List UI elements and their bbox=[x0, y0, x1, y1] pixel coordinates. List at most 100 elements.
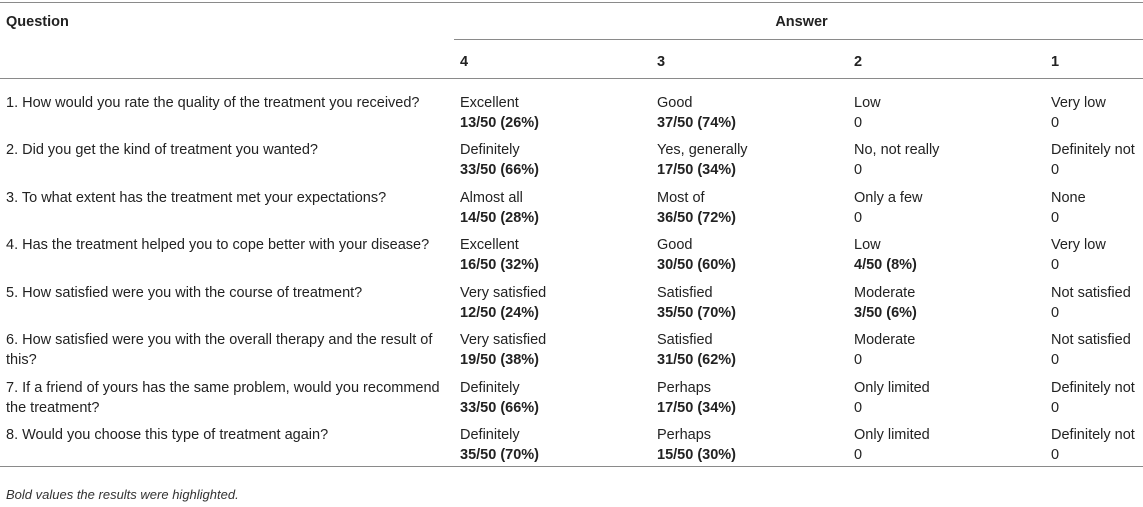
answer-count: 0 bbox=[1051, 399, 1060, 416]
answer-label: Most of bbox=[657, 189, 705, 206]
answer-label: Yes, generally bbox=[657, 142, 748, 158]
answer-count: 0 bbox=[854, 447, 863, 463]
answer-cell: Definitely 33/50 (66%) bbox=[454, 133, 651, 181]
answer-label: No, not really bbox=[854, 142, 940, 158]
score-header-4: 4 bbox=[454, 39, 651, 79]
answer-count: 3/50 (6%) bbox=[854, 304, 917, 321]
answer-cell: Not satisfied 0 bbox=[1045, 323, 1143, 371]
score-header-3: 3 bbox=[651, 39, 848, 79]
answer-count: 0 bbox=[854, 352, 863, 368]
answer-count: 33/50 (66%) bbox=[460, 399, 539, 416]
answer-label: Definitely bbox=[460, 427, 520, 443]
answer-cell: Only a few 0 bbox=[848, 181, 1045, 229]
answer-cell: Perhaps 15/50 (30%) bbox=[651, 418, 848, 466]
answer-label: Moderate bbox=[854, 284, 916, 301]
answer-label: Excellent bbox=[460, 237, 519, 253]
table-row: 6. How satisfied were you with the overa… bbox=[0, 323, 1143, 371]
answer-count: 30/50 (60%) bbox=[657, 257, 736, 273]
question-cell: 8. Would you choose this type of treatme… bbox=[6, 427, 329, 443]
score-header-1: 1 bbox=[1045, 39, 1143, 79]
answer-label: Satisfied bbox=[657, 332, 713, 348]
answer-cell: Very low 0 bbox=[1045, 79, 1143, 134]
answer-cell: Only limited 0 bbox=[848, 371, 1045, 419]
answer-count: 0 bbox=[1051, 352, 1060, 368]
answer-label: Perhaps bbox=[657, 427, 712, 443]
answer-count: 37/50 (74%) bbox=[657, 115, 736, 131]
answer-label: Very satisfied bbox=[460, 284, 547, 301]
answer-label: Good bbox=[657, 95, 693, 111]
answer-count: 31/50 (62%) bbox=[657, 352, 736, 368]
answer-count: 36/50 (72%) bbox=[657, 209, 736, 226]
answer-count: 33/50 (66%) bbox=[460, 162, 539, 178]
question-cell: 3. To what extent has the treatment met … bbox=[6, 189, 387, 206]
answer-label: Definitely bbox=[460, 379, 520, 396]
answer-cell: Excellent 16/50 (32%) bbox=[454, 228, 651, 276]
answer-cell: Not satisfied 0 bbox=[1045, 276, 1143, 324]
question-cell: 1. How would you rate the quality of the… bbox=[6, 95, 420, 111]
answer-label: Very low bbox=[1051, 95, 1106, 111]
answer-cell: Definitely not 0 bbox=[1045, 418, 1143, 466]
answer-count: 0 bbox=[854, 209, 863, 226]
answer-cell: Moderate 0 bbox=[848, 323, 1045, 371]
question-cell: 6. How satisfied were you with the overa… bbox=[6, 332, 433, 368]
answer-count: 17/50 (34%) bbox=[657, 162, 736, 178]
answer-label: Definitely not bbox=[1051, 379, 1135, 396]
table-footnote: Bold values the results were highlighted… bbox=[6, 487, 239, 502]
answer-count: 0 bbox=[1051, 115, 1060, 131]
answer-cell: Definitely not 0 bbox=[1045, 133, 1143, 181]
score-header-row: 4 3 2 1 bbox=[0, 39, 1143, 79]
answer-header: Answer bbox=[775, 14, 828, 30]
answer-cell: Satisfied 31/50 (62%) bbox=[651, 323, 848, 371]
answer-label: Excellent bbox=[460, 95, 519, 111]
answer-cell: Only limited 0 bbox=[848, 418, 1045, 466]
answer-cell: Definitely 35/50 (70%) bbox=[454, 418, 651, 466]
table-row: 4. Has the treatment helped you to cope … bbox=[0, 228, 1143, 276]
table-row: 8. Would you choose this type of treatme… bbox=[0, 418, 1143, 466]
answer-label: Good bbox=[657, 237, 693, 253]
answer-count: 35/50 (70%) bbox=[657, 304, 736, 321]
answer-label: Moderate bbox=[854, 332, 916, 348]
answer-count: 15/50 (30%) bbox=[657, 447, 736, 463]
answer-cell: No, not really 0 bbox=[848, 133, 1045, 181]
answer-label: Almost all bbox=[460, 189, 523, 206]
answer-label: Satisfied bbox=[657, 284, 713, 301]
table-row: 5. How satisfied were you with the cours… bbox=[0, 276, 1143, 324]
table-row: 7. If a friend of yours has the same pro… bbox=[0, 371, 1143, 419]
answer-cell: Very satisfied 12/50 (24%) bbox=[454, 276, 651, 324]
answer-label: Perhaps bbox=[657, 379, 712, 396]
answer-count: 0 bbox=[1051, 447, 1060, 463]
answer-cell: Definitely 33/50 (66%) bbox=[454, 371, 651, 419]
answer-label: Definitely bbox=[460, 142, 520, 158]
answer-cell: Most of 36/50 (72%) bbox=[651, 181, 848, 229]
answer-label: Not satisfied bbox=[1051, 332, 1131, 348]
answer-cell: Excellent 13/50 (26%) bbox=[454, 79, 651, 134]
answer-cell: Low 4/50 (8%) bbox=[848, 228, 1045, 276]
question-cell: 5. How satisfied were you with the cours… bbox=[6, 284, 363, 301]
answer-label: Only a few bbox=[854, 189, 923, 206]
answer-label: Definitely not bbox=[1051, 427, 1135, 443]
answer-label: None bbox=[1051, 189, 1086, 206]
answer-label: Only limited bbox=[854, 379, 930, 396]
answer-label: Definitely not bbox=[1051, 142, 1135, 158]
answer-count: 0 bbox=[1051, 257, 1060, 273]
answer-cell: Definitely not 0 bbox=[1045, 371, 1143, 419]
question-cell: 7. If a friend of yours has the same pro… bbox=[6, 379, 440, 416]
answer-label: Very low bbox=[1051, 237, 1106, 253]
question-cell: 2. Did you get the kind of treatment you… bbox=[6, 142, 318, 158]
answer-cell: Yes, generally 17/50 (34%) bbox=[651, 133, 848, 181]
answer-cell: Satisfied 35/50 (70%) bbox=[651, 276, 848, 324]
answer-cell: Very low 0 bbox=[1045, 228, 1143, 276]
table-row: 1. How would you rate the quality of the… bbox=[0, 79, 1143, 134]
answer-count: 14/50 (28%) bbox=[460, 209, 539, 226]
answer-cell: Low 0 bbox=[848, 79, 1045, 134]
question-header: Question bbox=[6, 14, 69, 30]
answer-count: 17/50 (34%) bbox=[657, 399, 736, 416]
empty-header-cell bbox=[0, 40, 454, 79]
answer-count: 16/50 (32%) bbox=[460, 257, 539, 273]
answer-count: 0 bbox=[854, 399, 863, 416]
answer-cell: Almost all 14/50 (28%) bbox=[454, 181, 651, 229]
header-row: Question Answer bbox=[0, 2, 1143, 40]
answer-label: Low bbox=[854, 95, 881, 111]
answer-cell: Very satisfied 19/50 (38%) bbox=[454, 323, 651, 371]
